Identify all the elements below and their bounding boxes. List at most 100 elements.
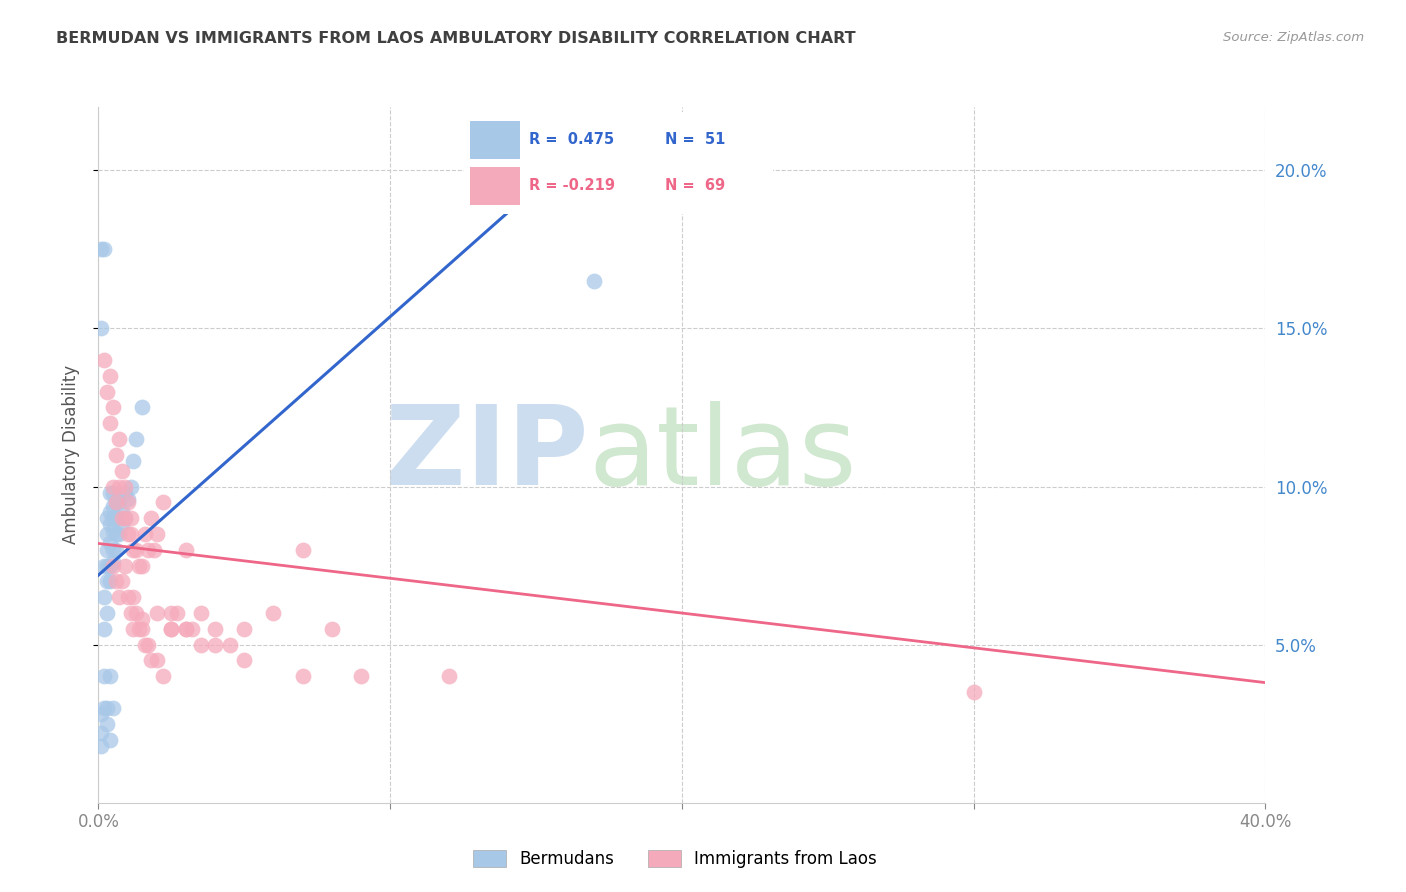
Point bbox=[233, 622, 256, 636]
Point bbox=[160, 622, 183, 636]
Point bbox=[174, 542, 197, 557]
Point bbox=[128, 622, 150, 636]
Point bbox=[101, 524, 124, 538]
Point bbox=[104, 527, 127, 541]
Point bbox=[139, 653, 162, 667]
Text: Source: ZipAtlas.com: Source: ZipAtlas.com bbox=[1223, 31, 1364, 45]
Point bbox=[122, 454, 145, 468]
Text: ZIP: ZIP bbox=[385, 401, 589, 508]
Point bbox=[114, 558, 136, 573]
Point bbox=[104, 574, 127, 589]
Text: N =  69: N = 69 bbox=[665, 178, 725, 194]
Text: N =  51: N = 51 bbox=[665, 132, 725, 147]
Point bbox=[111, 517, 134, 532]
Point bbox=[93, 622, 115, 636]
Point bbox=[134, 638, 156, 652]
Point bbox=[101, 486, 124, 500]
Point bbox=[93, 701, 115, 715]
Point bbox=[90, 321, 112, 335]
Point bbox=[120, 527, 142, 541]
Point bbox=[125, 432, 148, 446]
Point bbox=[93, 669, 115, 683]
Point bbox=[111, 511, 134, 525]
Point bbox=[233, 653, 256, 667]
FancyBboxPatch shape bbox=[454, 109, 783, 217]
Point bbox=[350, 669, 373, 683]
Point bbox=[321, 622, 343, 636]
Point bbox=[120, 606, 142, 620]
Point bbox=[125, 542, 148, 557]
Point bbox=[291, 669, 314, 683]
Point bbox=[120, 479, 142, 493]
Point bbox=[111, 574, 134, 589]
Point bbox=[101, 401, 124, 415]
Point bbox=[90, 243, 112, 257]
FancyBboxPatch shape bbox=[470, 167, 520, 205]
Point bbox=[136, 542, 159, 557]
Point bbox=[180, 622, 202, 636]
Point bbox=[166, 606, 188, 620]
Point bbox=[108, 527, 131, 541]
Point bbox=[96, 716, 118, 731]
Point bbox=[122, 542, 145, 557]
Point bbox=[262, 606, 284, 620]
Point bbox=[108, 432, 131, 446]
Point bbox=[583, 274, 606, 288]
Point bbox=[122, 622, 145, 636]
Point bbox=[98, 486, 121, 500]
Point bbox=[93, 591, 115, 605]
Point bbox=[96, 527, 118, 541]
Point bbox=[218, 638, 240, 652]
Point bbox=[96, 606, 118, 620]
Point bbox=[98, 669, 121, 683]
Point bbox=[117, 591, 139, 605]
Point bbox=[98, 417, 121, 431]
Point bbox=[190, 606, 212, 620]
Point bbox=[101, 511, 124, 525]
Point bbox=[101, 479, 124, 493]
Point bbox=[104, 448, 127, 462]
Point bbox=[101, 556, 124, 570]
Point bbox=[134, 527, 156, 541]
Point bbox=[98, 558, 121, 573]
Point bbox=[136, 638, 159, 652]
Point bbox=[146, 653, 169, 667]
Point bbox=[204, 638, 226, 652]
Point bbox=[111, 505, 134, 519]
Point bbox=[96, 701, 118, 715]
Point bbox=[152, 495, 174, 509]
Point bbox=[96, 542, 118, 557]
Point bbox=[98, 517, 121, 532]
Point bbox=[117, 495, 139, 509]
Text: R = -0.219: R = -0.219 bbox=[529, 178, 614, 194]
Point bbox=[90, 707, 112, 722]
Point bbox=[108, 511, 131, 525]
Point bbox=[93, 243, 115, 257]
Point bbox=[291, 542, 314, 557]
Point bbox=[101, 542, 124, 557]
Point bbox=[114, 486, 136, 500]
Point bbox=[114, 511, 136, 525]
Point bbox=[114, 479, 136, 493]
Point bbox=[117, 527, 139, 541]
Point bbox=[142, 542, 165, 557]
Point bbox=[146, 606, 169, 620]
Point bbox=[139, 511, 162, 525]
Point bbox=[117, 492, 139, 507]
Point bbox=[131, 622, 153, 636]
Point bbox=[96, 574, 118, 589]
Legend: Bermudans, Immigrants from Laos: Bermudans, Immigrants from Laos bbox=[465, 843, 884, 875]
Point bbox=[96, 558, 118, 573]
Point bbox=[204, 622, 226, 636]
Point bbox=[104, 542, 127, 557]
Point bbox=[93, 353, 115, 368]
Point bbox=[98, 732, 121, 747]
Point bbox=[120, 511, 142, 525]
Point bbox=[93, 558, 115, 573]
Point bbox=[96, 384, 118, 399]
Point bbox=[190, 638, 212, 652]
Point bbox=[122, 591, 145, 605]
Point bbox=[104, 495, 127, 509]
Point bbox=[146, 527, 169, 541]
Point bbox=[131, 401, 153, 415]
